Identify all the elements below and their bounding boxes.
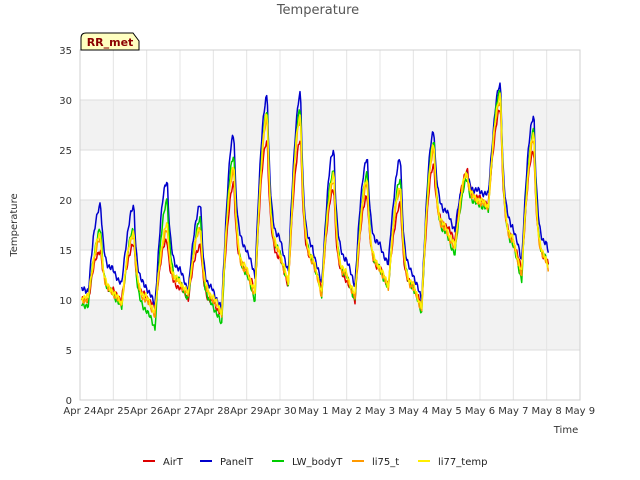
x-tick-label: May 9 [565,406,595,417]
x-tick-label: May 7 [498,406,528,417]
series-lines [80,82,550,331]
y-tick-label: 35 [59,46,72,57]
x-tick-label: Apr 24 [63,406,96,417]
band [80,300,580,350]
x-tick-label: May 6 [465,406,495,417]
site-badge: RR_met [80,32,140,51]
plot-background [80,50,580,400]
y-tick-label: 10 [59,296,72,307]
y-tick-label: 25 [59,146,72,157]
badge-shape [80,32,140,51]
band [80,100,580,150]
badge-label: RR_met [87,36,134,49]
y-axis-label: Temperature [9,193,20,257]
y-tick-label: 20 [59,196,72,207]
x-tick-labels: Apr 24 Apr 25 Apr 26 Apr 27 Apr 28 Apr 29 Apr … [63,406,595,417]
x-tick-label: May 5 [432,406,462,417]
x-tick-label: May 4 [398,406,428,417]
plot-frame [79,49,581,401]
y-tick-label: 30 [59,96,72,107]
band [80,250,580,300]
x-tick-label: Apr 29 [230,406,263,417]
legend-label: AirT [163,457,184,468]
x-tick-label: May 2 [332,406,362,417]
x-tick-label: Apr 25 [97,406,130,417]
legend-label: PanelT [220,457,254,468]
x-tick-label: May 1 [298,406,328,417]
x-tick-label: Apr 26 [130,406,163,417]
x-tick-label: Apr 27 [163,406,196,417]
x-axis-label: Time [553,425,578,436]
legend-label: li77_temp [438,457,487,468]
y-tick-label: 5 [66,346,72,357]
x-tick-label: May 8 [532,406,562,417]
series-line-li77_temp [80,92,549,316]
band [80,350,580,400]
legend-label: li75_t [372,457,399,468]
y-tick-labels: 0 5 10 15 20 25 30 35 [59,46,72,407]
y-tick-label: 15 [59,246,72,257]
chart-title: Temperature [276,3,359,18]
x-tick-label: Apr 30 [263,406,296,417]
x-tick-label: May 3 [365,406,395,417]
series-line-panelt [80,82,550,312]
x-tick-label: Apr 28 [197,406,230,417]
y-tick-label: 0 [66,396,72,407]
band [80,50,580,100]
legend-label: LW_bodyT [292,457,343,468]
legend: AirT PanelT LW_bodyT li75_t li77_temp [143,457,487,468]
